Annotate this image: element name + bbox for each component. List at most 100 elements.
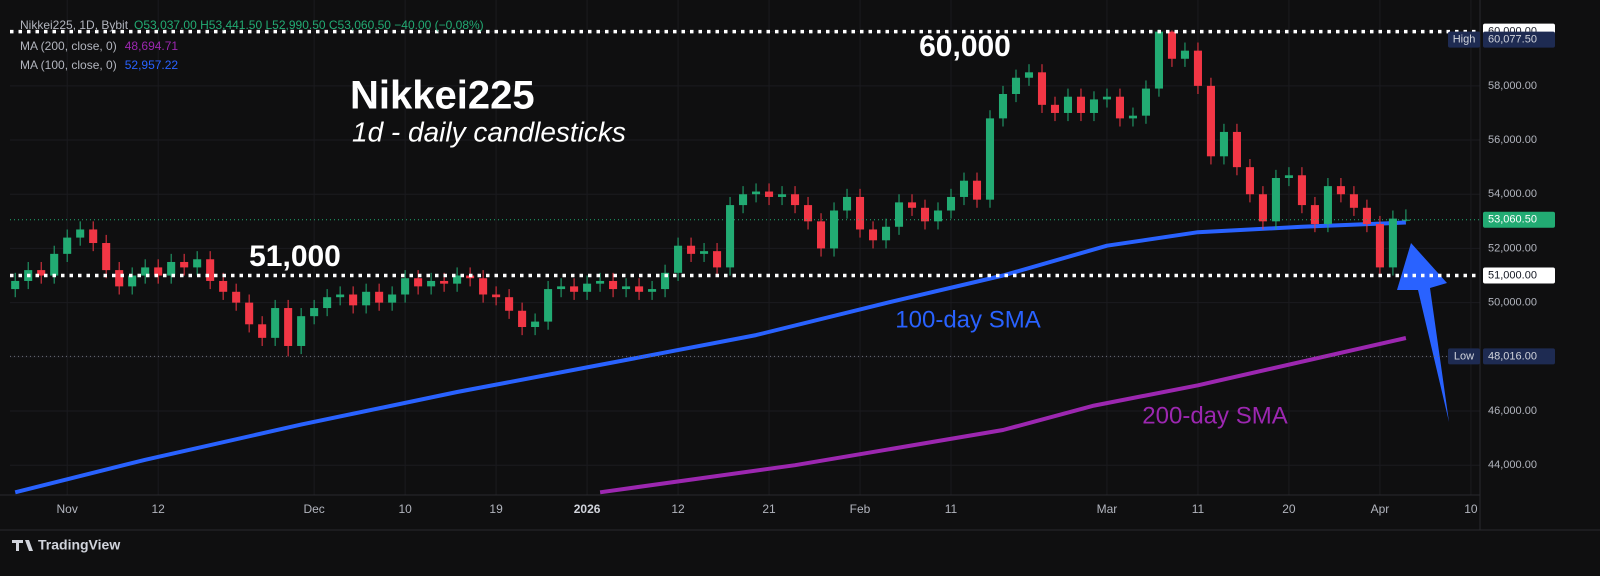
candle-body (674, 245, 683, 273)
annotation: 60,000 (919, 30, 1011, 63)
candle-body (440, 280, 449, 284)
candle-body (557, 286, 566, 290)
level-badge (1483, 267, 1555, 284)
candle-body (115, 270, 124, 287)
candle-body (752, 191, 761, 195)
candle-body (1128, 115, 1137, 119)
candle-body (1037, 72, 1047, 105)
x-tick-label: 12 (151, 502, 165, 516)
plot-area (11, 29, 1410, 495)
candle-body (544, 289, 553, 322)
candle-body (1375, 224, 1384, 268)
sma-line (14, 220, 1406, 495)
candle-body (739, 194, 748, 206)
candle-body (907, 202, 917, 208)
candle-body (1011, 77, 1021, 94)
candle-body (1323, 186, 1332, 225)
candle-body (1154, 31, 1163, 89)
candle-body (1310, 205, 1319, 225)
candle-body (1180, 50, 1189, 59)
candle-body (50, 253, 59, 276)
level-label: 51,000.00 (1488, 269, 1537, 281)
x-tick-label: 21 (762, 502, 776, 516)
candle-body (362, 291, 371, 306)
annotation: Nikkei225 (350, 74, 535, 118)
candle-body (868, 229, 878, 241)
arrow (1397, 243, 1449, 422)
marker-tag (1448, 348, 1480, 365)
candle-body (1232, 131, 1241, 168)
candle-body (881, 226, 891, 241)
candle-body (959, 180, 969, 197)
candle-body (1219, 131, 1228, 157)
candle-body (193, 259, 202, 268)
candle-body (661, 272, 670, 290)
candle-body (894, 202, 904, 227)
candle-body (985, 118, 995, 200)
candle-body (427, 280, 436, 287)
candle-body (687, 245, 696, 254)
legend-name: MA (200, close, 0) (20, 39, 117, 53)
candle-body (804, 205, 813, 222)
candle-body (700, 251, 709, 254)
annotation: 51,000 (249, 240, 341, 273)
candle-body (1089, 99, 1099, 113)
candle-body (258, 324, 267, 338)
candle-body (349, 294, 358, 306)
candle-body (11, 280, 20, 290)
y-tick-label: 46,000.00 (1488, 405, 1537, 417)
branding: TradingView (38, 537, 120, 553)
marker-badge (1483, 31, 1555, 48)
candle-body (596, 280, 605, 284)
candle-body (37, 270, 46, 276)
marker-value: 48,016.00 (1488, 350, 1537, 362)
candle-body (791, 194, 800, 206)
candle-body (388, 294, 397, 303)
candle-body (1193, 50, 1202, 86)
candle-body (1206, 85, 1215, 157)
candle-body (583, 283, 592, 292)
x-tick-label: 2026 (574, 502, 601, 516)
candle-body (1271, 177, 1280, 222)
candle-body (128, 275, 137, 287)
candle-body (817, 221, 826, 249)
candle-body (453, 275, 462, 284)
candle-body (297, 316, 306, 346)
last-price-label: 53,060.50 (1488, 214, 1537, 226)
candle-body (713, 251, 722, 268)
x-tick-label: Feb (850, 502, 871, 516)
candle-body (648, 289, 657, 292)
symbol-label: Nikkei225, 1D, Bybit (20, 18, 129, 32)
x-tick-label: 10 (398, 502, 412, 516)
candle-body (1349, 194, 1358, 208)
candle-body (76, 229, 85, 238)
legend-value: 52,957.22 (125, 58, 179, 72)
candle-body (271, 308, 280, 338)
annotation: 200-day SMA (1142, 402, 1287, 429)
x-tick-label: Apr (1371, 502, 1390, 516)
candle-body (1336, 186, 1345, 195)
candle-body (141, 267, 150, 276)
y-tick-label: 44,000.00 (1488, 459, 1537, 471)
x-tick-label: 11 (1192, 502, 1205, 516)
legend-name: MA (100, close, 0) (20, 58, 117, 72)
x-tick-label: 11 (945, 502, 958, 516)
candle-body (609, 280, 618, 290)
candle-body (531, 321, 540, 328)
candle-body (1024, 72, 1034, 78)
candle-body (479, 278, 488, 295)
x-tick-label: 12 (671, 502, 685, 516)
y-tick-label: 56,000.00 (1488, 134, 1537, 146)
candle-body (414, 278, 423, 287)
candle-body (310, 308, 319, 317)
candle-body (1245, 167, 1254, 195)
marker-tag-label: Low (1454, 350, 1474, 362)
marker-tag-label: High (1453, 33, 1476, 45)
candle-body (518, 310, 527, 328)
logo-icon (12, 540, 33, 551)
x-tick-label: Mar (1097, 502, 1118, 516)
candle-body (492, 294, 501, 298)
candle-body (1297, 175, 1306, 206)
x-tick-label: Dec (303, 502, 324, 516)
